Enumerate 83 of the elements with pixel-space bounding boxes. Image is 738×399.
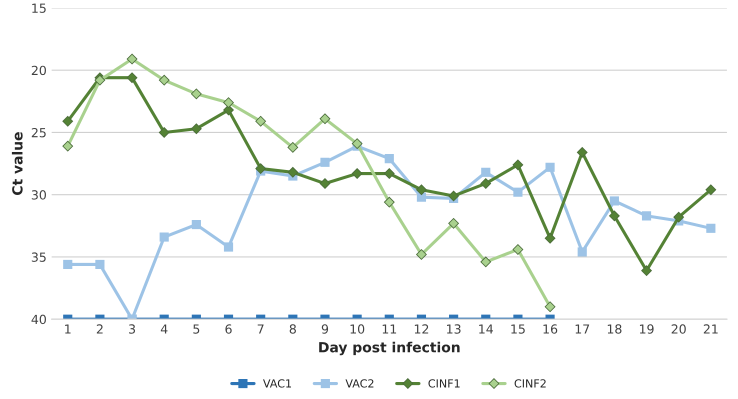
- x-tick-label: 1: [65, 324, 71, 334]
- y-tick-label: 25: [32, 128, 46, 138]
- point: [224, 242, 234, 252]
- point: [95, 260, 104, 270]
- y-tick-label: 40: [32, 314, 46, 324]
- x-tick-label: 16: [543, 324, 558, 334]
- x-axis-title: Day post infection: [319, 342, 460, 356]
- point: [706, 224, 716, 233]
- x-tick-label: 4: [160, 324, 168, 334]
- point: [352, 138, 362, 150]
- point: [191, 123, 202, 134]
- point: [62, 116, 74, 127]
- point: [126, 54, 138, 64]
- point: [416, 249, 427, 260]
- x-tick-label: 10: [350, 324, 364, 334]
- x-tick-label: 12: [414, 324, 428, 334]
- y-tick-label: 30: [32, 190, 46, 200]
- point: [384, 168, 395, 179]
- point: [320, 158, 330, 167]
- point: [513, 188, 523, 197]
- x-tick-label: 14: [479, 324, 494, 334]
- point: [94, 74, 106, 86]
- y-tick-label: 15: [32, 4, 46, 13]
- point: [448, 218, 459, 229]
- point: [320, 113, 330, 124]
- point: [480, 178, 492, 189]
- point: [544, 301, 556, 312]
- x-tick-label: 2: [96, 324, 103, 334]
- x-tick-label: 9: [322, 324, 328, 334]
- point: [191, 88, 202, 100]
- point: [384, 196, 395, 208]
- point: [512, 160, 524, 170]
- x-tick-label: 19: [640, 324, 654, 334]
- point: [62, 140, 74, 152]
- y-axis-title: Ct value: [12, 132, 23, 195]
- point: [416, 184, 427, 196]
- x-tick-label: 15: [511, 324, 525, 334]
- point: [673, 212, 684, 222]
- point: [609, 210, 620, 222]
- legend-label: CINF2: [514, 379, 546, 388]
- point: [255, 116, 266, 127]
- point: [223, 97, 234, 108]
- legend-label: CINF1: [428, 379, 460, 388]
- point: [610, 196, 619, 206]
- point: [544, 232, 556, 244]
- point: [576, 147, 588, 158]
- y-tick-label: 20: [32, 66, 46, 76]
- point: [63, 260, 72, 270]
- point: [578, 247, 587, 257]
- point: [255, 163, 266, 174]
- point: [192, 220, 201, 230]
- point: [545, 162, 555, 172]
- x-tick-label: 11: [382, 324, 396, 334]
- point: [641, 265, 652, 276]
- point: [287, 142, 298, 153]
- x-tick-label: 18: [608, 324, 622, 334]
- x-tick-label: 7: [258, 324, 264, 334]
- point: [642, 211, 652, 220]
- point: [160, 232, 169, 242]
- point: [480, 256, 492, 268]
- point: [287, 166, 298, 178]
- point: [416, 192, 426, 202]
- legend-label: VAC2: [345, 379, 374, 388]
- point: [512, 244, 524, 255]
- point: [320, 178, 330, 189]
- point: [481, 168, 490, 177]
- point: [158, 74, 170, 86]
- legend-label: VAC1: [263, 379, 292, 388]
- point: [706, 184, 716, 196]
- x-tick-label: 5: [193, 324, 200, 334]
- x-tick-label: 6: [225, 324, 232, 334]
- point: [126, 72, 138, 84]
- point: [384, 154, 394, 164]
- x-tick-label: 3: [129, 324, 136, 334]
- x-tick-label: 8: [290, 324, 296, 334]
- x-tick-label: 21: [704, 324, 718, 334]
- x-tick-label: 13: [447, 324, 461, 334]
- point: [158, 127, 170, 138]
- x-tick-label: 20: [672, 324, 686, 334]
- x-tick-label: 17: [576, 324, 590, 334]
- point: [352, 168, 362, 179]
- y-tick-label: 35: [32, 252, 46, 262]
- point: [448, 190, 459, 202]
